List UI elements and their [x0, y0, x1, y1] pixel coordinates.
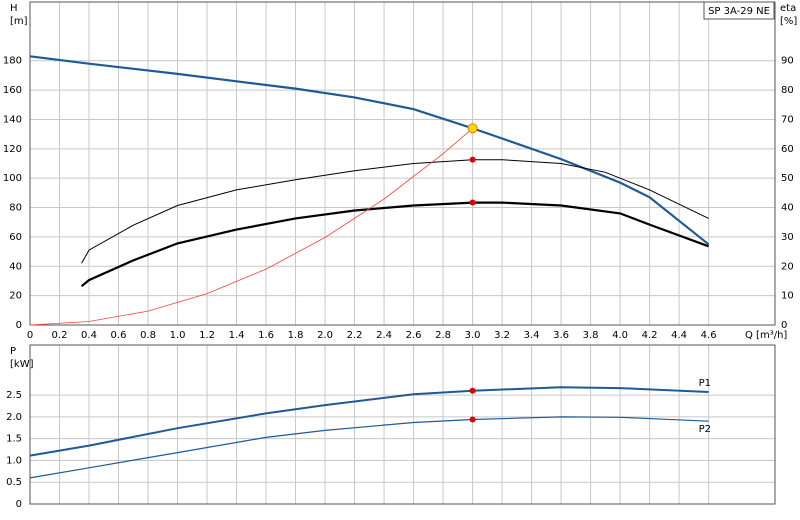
x-tick-label: 3.6 [553, 330, 569, 341]
y2-tick-label: 70 [781, 114, 794, 125]
y-tick-label: 180 [3, 56, 22, 67]
x-tick-label: 4.6 [701, 330, 717, 341]
y2-tick-label: 90 [781, 56, 794, 67]
curve [29, 127, 473, 326]
x-tick-label: 4.0 [612, 330, 628, 341]
x-tick-label: 3.0 [465, 330, 481, 341]
operating-point [469, 416, 476, 423]
y-tick-label: 2.5 [6, 390, 22, 401]
x-tick-label: 0.2 [52, 330, 68, 341]
x-tick-label: 0 [27, 330, 33, 341]
y2-tick-label: 20 [781, 261, 794, 272]
x-tick-label: 2.0 [317, 330, 333, 341]
y-tick-label: 120 [3, 144, 22, 155]
x-tick-label: 0.4 [81, 330, 97, 341]
y-tick-label: 1.0 [6, 455, 22, 466]
legend-box-label: SP 3A-29 NE [708, 6, 770, 17]
x-tick-label: 4.4 [671, 330, 687, 341]
curve [29, 386, 709, 457]
x-tick-label: 1.8 [288, 330, 304, 341]
y-tick-label: 60 [9, 232, 22, 243]
operating-point [469, 156, 476, 163]
y2-axis-label: [%] [780, 16, 797, 27]
curve [80, 201, 709, 288]
x-tick-label: 1.6 [258, 330, 274, 341]
x-tick-label: 4.2 [642, 330, 658, 341]
curve [29, 55, 710, 246]
operating-point [469, 387, 476, 394]
y2-tick-label: 10 [781, 291, 794, 302]
x-tick-label: 3.2 [494, 330, 510, 341]
y-axis-label: [kW] [10, 359, 34, 370]
y2-tick-label: 40 [781, 203, 794, 214]
y-tick-label: 100 [3, 173, 22, 184]
y2-tick-label: 80 [781, 85, 794, 96]
y-tick-label: 80 [9, 203, 22, 214]
y2-axis-label: eta [780, 3, 796, 14]
x-tick-label: 0.8 [140, 330, 156, 341]
x-tick-label: 3.8 [583, 330, 599, 341]
y-tick-label: 0 [16, 499, 22, 510]
y2-tick-label: 50 [781, 173, 794, 184]
x-tick-label: 1.0 [170, 330, 186, 341]
y-tick-label: 2.0 [6, 412, 22, 423]
plot-frame [29, 1, 776, 326]
y2-tick-label: 0 [781, 320, 787, 331]
x-axis-label: Q [m³/h] [745, 330, 787, 341]
y2-tick-label: 60 [781, 144, 794, 155]
y-axis-label: H [10, 3, 18, 14]
x-tick-label: 0.6 [111, 330, 127, 341]
x-tick-label: 2.6 [406, 330, 422, 341]
x-tick-label: 2.4 [376, 330, 392, 341]
y-tick-label: 160 [3, 85, 22, 96]
curve [81, 159, 709, 264]
operating-point [469, 199, 476, 206]
legend-box [703, 1, 775, 20]
y-tick-label: 1.5 [6, 434, 22, 445]
x-tick-label: 1.4 [229, 330, 245, 341]
series-label: P1 [699, 378, 711, 389]
operating-point [467, 123, 478, 134]
y-tick-label: 0 [16, 320, 22, 331]
y-tick-label: 0.5 [6, 477, 22, 488]
x-tick-label: 3.4 [524, 330, 540, 341]
y2-tick-label: 30 [781, 232, 794, 243]
y-axis-label: [m] [10, 16, 28, 27]
y-tick-label: 140 [3, 114, 22, 125]
y-tick-label: 20 [9, 291, 22, 302]
curve [29, 416, 709, 479]
y-axis-label: P [10, 346, 16, 357]
series-label: P2 [699, 424, 711, 435]
x-tick-label: 1.2 [199, 330, 215, 341]
x-tick-label: 2.8 [435, 330, 451, 341]
x-tick-label: 2.2 [347, 330, 363, 341]
y-tick-label: 40 [9, 261, 22, 272]
plot-frame [29, 344, 776, 505]
